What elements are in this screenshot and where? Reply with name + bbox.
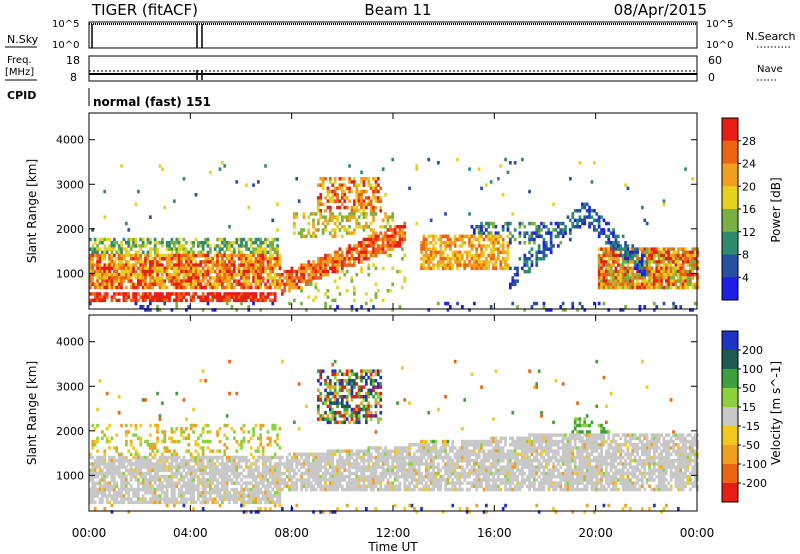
freq-panel: Freq. [MHz] 18 8 60 0 Nave — [5, 54, 783, 84]
colorbar-segment — [722, 407, 738, 427]
colorbar-tick-label: 12 — [742, 226, 756, 239]
velocity-colorbar: 200 100 50 15 -15 -50 -100 -200 — [721, 330, 767, 503]
x-tick-label: 20:00 — [578, 526, 613, 540]
nsearch-tick-bottom: 10^0 — [706, 40, 733, 51]
power-colorbar-label: Power [dB] — [769, 177, 783, 242]
colorbar-segment — [722, 388, 738, 408]
x-axis-label: Time UT — [367, 540, 418, 554]
y-tick-label: 3000 — [56, 178, 84, 191]
cpid-label: CPID — [7, 89, 36, 102]
power-heatmap — [89, 157, 699, 312]
colorbar-segment — [722, 483, 738, 503]
freq-unit: [MHz] — [5, 67, 34, 78]
colorbar-tick-label: 28 — [742, 135, 756, 148]
freq-tick-top: 18 — [66, 54, 80, 67]
colorbar-tick-label: 4 — [742, 271, 749, 284]
y-tick-label: 4000 — [56, 134, 84, 147]
y-tick-label: 2000 — [56, 425, 84, 438]
colorbar-tick-label: -50 — [742, 439, 760, 452]
colorbar-tick-label: 24 — [742, 158, 756, 171]
nsearch-tick-top: 10^5 — [706, 19, 733, 30]
x-tick-label: 04:00 — [173, 526, 208, 540]
nsearch-label: N.Search — [746, 30, 796, 43]
date-title: 08/Apr/2015 — [614, 1, 707, 19]
x-tick-label: 08:00 — [274, 526, 309, 540]
colorbar-tick-label: -15 — [742, 420, 760, 433]
y-tick-label: 4000 — [56, 336, 84, 349]
power-ylabel: Slant Range [km] — [25, 159, 39, 263]
colorbar-segment — [722, 231, 738, 255]
x-tick-label: 00:00 — [680, 526, 715, 540]
colorbar-segment — [722, 426, 738, 446]
velocity-ylabel: Slant Range [km] — [25, 361, 39, 465]
nave-label: Nave — [757, 64, 783, 75]
freq-tick-bottom: 8 — [70, 71, 77, 84]
colorbar-tick-label: 200 — [742, 344, 763, 357]
power-colorbar: 4 8 12 16 20 24 28 — [721, 117, 756, 301]
velocity-panel: 1000 2000 3000 4000 Slant Range [km] 200 100… — [25, 314, 783, 514]
colorbar-tick-label: -100 — [742, 458, 767, 471]
nsky-label: N.Sky — [7, 33, 39, 46]
beam-title: Beam 11 — [364, 1, 431, 19]
colorbar-tick-label: -200 — [742, 477, 767, 490]
power-panel: 1000 2000 3000 4000 Slant Range [km] 4 8 12 16… — [25, 112, 783, 312]
colorbar-segment — [722, 118, 738, 142]
nave-tick-top: 60 — [708, 54, 722, 67]
cpid-value: normal (fast) 151 — [93, 95, 211, 109]
colorbar-segment — [722, 464, 738, 484]
y-tick-label: 3000 — [56, 380, 84, 393]
y-tick-label: 2000 — [56, 223, 84, 236]
colorbar-tick-label: 8 — [742, 249, 749, 262]
colorbar-tick-label: 20 — [742, 180, 756, 193]
nsky-tick-bottom: 10^0 — [52, 40, 79, 51]
power-yaxis: 1000 2000 3000 4000 — [56, 134, 697, 280]
nsky-tick-top: 10^5 — [52, 19, 79, 30]
velocity-colorbar-label: Velocity [m s^-1] — [769, 361, 783, 465]
colorbar-segment — [722, 163, 738, 187]
colorbar-tick-label: 100 — [742, 363, 763, 376]
colorbar-segment — [722, 369, 738, 389]
colorbar-segment — [722, 140, 738, 164]
velocity-yaxis: 1000 2000 3000 4000 — [56, 336, 697, 482]
time-axis: 00:00 04:00 08:00 12:00 16:00 20:00 00:00 — [72, 113, 715, 540]
colorbar-segment — [722, 186, 738, 210]
nave-tick-bottom: 0 — [708, 71, 715, 84]
colorbar-tick-label: 50 — [742, 382, 756, 395]
colorbar-tick-label: 15 — [742, 401, 756, 414]
colorbar-tick-label: 16 — [742, 203, 756, 216]
colorbar-segment — [722, 445, 738, 465]
radar-title: TIGER (fitACF) — [91, 1, 198, 19]
freq-label: Freq. — [7, 55, 32, 66]
y-tick-label: 1000 — [56, 267, 84, 280]
colorbar-segment — [722, 277, 738, 301]
x-tick-label: 00:00 — [72, 526, 107, 540]
colorbar-segment — [722, 209, 738, 233]
x-tick-label: 12:00 — [376, 526, 411, 540]
x-tick-label: 16:00 — [477, 526, 512, 540]
colorbar-segment — [722, 350, 738, 370]
y-tick-label: 1000 — [56, 469, 84, 482]
velocity-heatmap — [89, 359, 699, 514]
colorbar-segment — [722, 254, 738, 278]
nsky-panel: N.Sky 10^5 10^0 10^5 10^0 N.Search — [5, 19, 796, 51]
colorbar-segment — [722, 331, 738, 351]
